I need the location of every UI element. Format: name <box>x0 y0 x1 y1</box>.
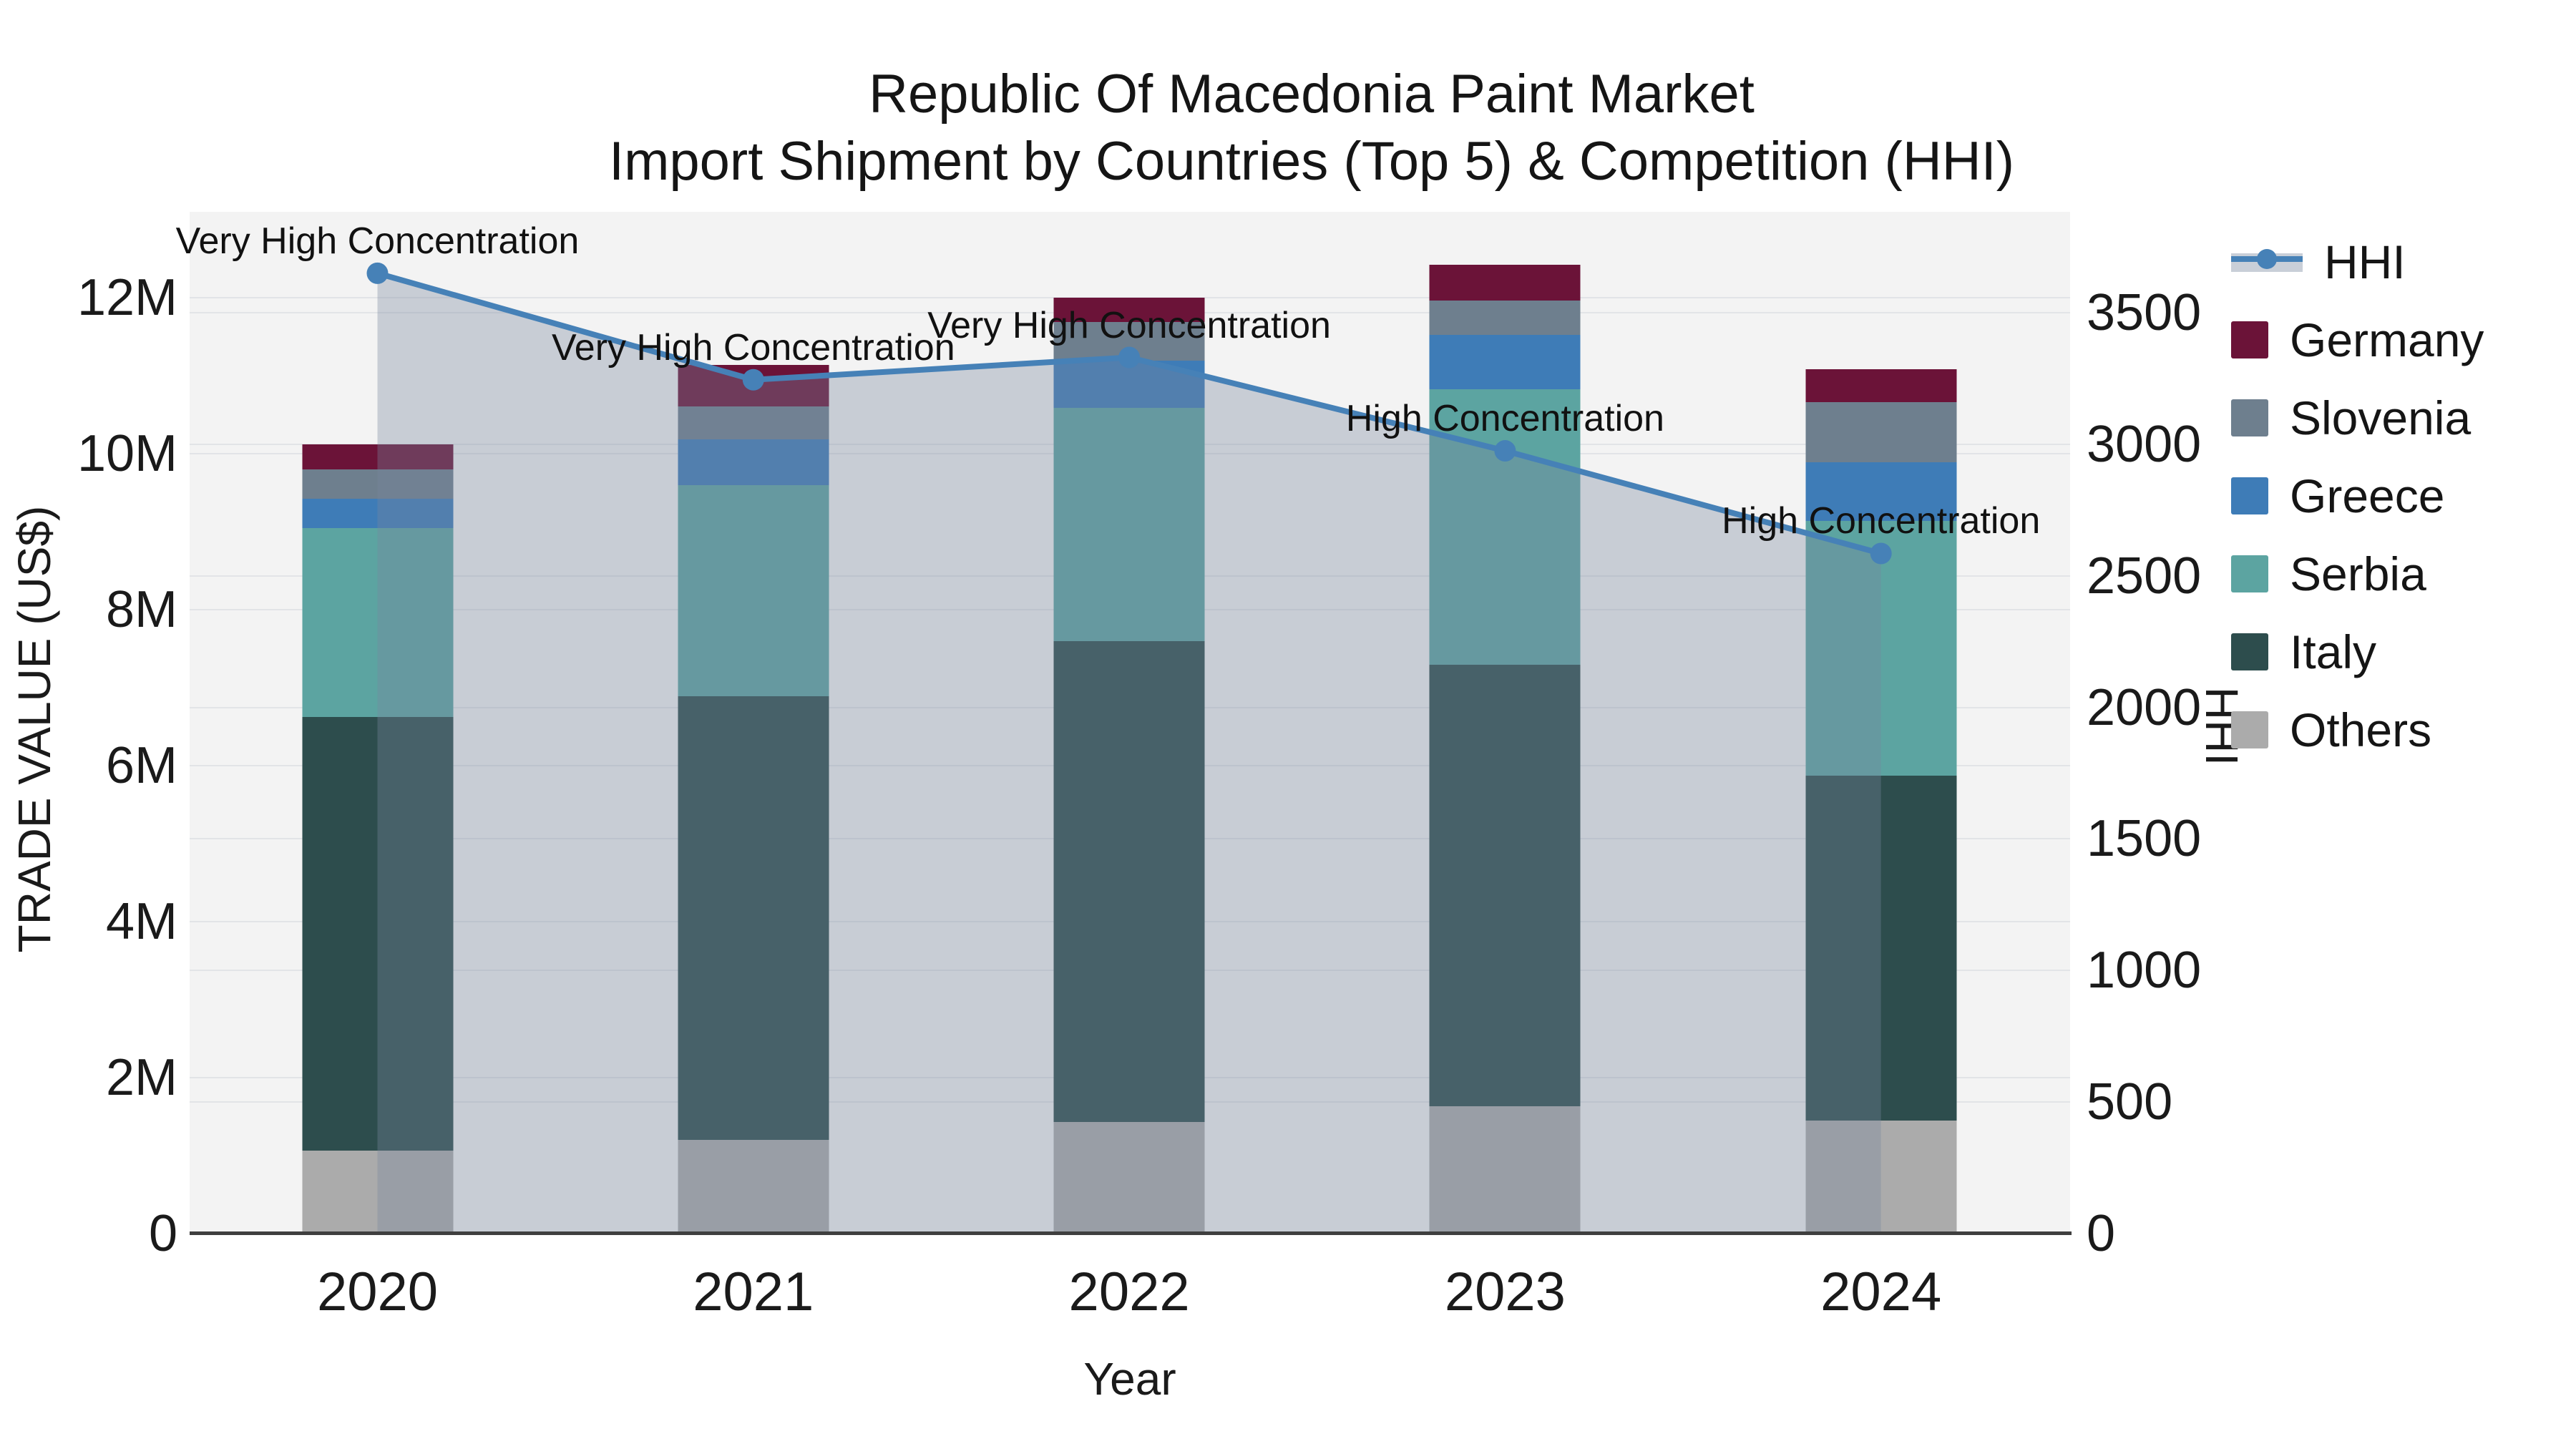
legend-swatch-others <box>2231 711 2268 748</box>
y-right-tick-500: 500 <box>2087 1073 2173 1131</box>
bar-2024-others[interactable] <box>1805 1120 1957 1234</box>
legend-swatch-slovenia <box>2231 399 2268 436</box>
y-left-tick-10M: 10M <box>77 425 177 482</box>
y-left-tick-0: 0 <box>148 1205 177 1262</box>
legend-label-serbia: Serbia <box>2290 547 2426 600</box>
bar-2023-germany[interactable] <box>1429 265 1581 301</box>
bar-2020-italy[interactable] <box>302 717 453 1151</box>
y-right-tick-3000: 3000 <box>2087 415 2202 473</box>
bar-2022-others[interactable] <box>1053 1122 1205 1234</box>
annotation-2022: Very High Concentration <box>927 304 1331 346</box>
chart-title-line2: Import Shipment by Countries (Top 5) & C… <box>608 131 2015 192</box>
annotation-2021: Very High Concentration <box>551 326 955 369</box>
legend-item-greece[interactable]: Greece <box>2231 469 2484 523</box>
bar-2021-greece[interactable] <box>678 439 829 485</box>
y-axis-left-title: TRADE VALUE (US$) <box>9 505 60 953</box>
legend-swatch-greece <box>2231 477 2268 514</box>
y-left-tick-8M: 8M <box>105 581 177 638</box>
bar-2024-slovenia[interactable] <box>1805 402 1957 462</box>
x-tick-2021: 2021 <box>693 1262 814 1322</box>
legend-label-slovenia: Slovenia <box>2290 391 2472 444</box>
legend-item-slovenia[interactable]: Slovenia <box>2231 391 2484 445</box>
bar-2023-greece[interactable] <box>1429 335 1581 389</box>
legend-swatch-germany <box>2231 321 2268 358</box>
bar-2024-italy[interactable] <box>1805 776 1957 1121</box>
bar-2024-serbia[interactable] <box>1805 520 1957 776</box>
annotation-2023: High Concentration <box>1345 398 1664 440</box>
chart-title-line1: Republic Of Macedonia Paint Market <box>869 64 1755 125</box>
hhi-line-swatch <box>2231 243 2303 280</box>
y-right-tick-2000: 2000 <box>2087 678 2202 736</box>
bar-2022-italy[interactable] <box>1053 640 1205 1123</box>
y-right-tick-3500: 3500 <box>2087 284 2202 341</box>
bar-2020-others[interactable] <box>302 1151 453 1234</box>
legend-item-others[interactable]: Others <box>2231 703 2484 757</box>
legend-item-italy[interactable]: Italy <box>2231 625 2484 679</box>
legend-swatch-serbia <box>2231 555 2268 592</box>
y-right-tick-2500: 2500 <box>2087 547 2202 605</box>
bar-2023-slovenia[interactable] <box>1429 301 1581 336</box>
hhi-marker-swatch <box>2257 249 2277 269</box>
x-tick-2023: 2023 <box>1444 1262 1566 1322</box>
y-left-tick-4M: 4M <box>105 893 177 950</box>
bar-2022-greece[interactable] <box>1053 361 1205 408</box>
x-axis-line <box>190 1231 2072 1235</box>
bar-2024-germany[interactable] <box>1805 369 1957 403</box>
y-right-tick-1500: 1500 <box>2087 810 2202 868</box>
bar-2020-greece[interactable] <box>302 499 453 528</box>
x-tick-2024: 2024 <box>1820 1262 1942 1322</box>
y-left-tick-6M: 6M <box>105 737 177 794</box>
legend-item-hhi[interactable]: HHI <box>2231 235 2484 289</box>
legend-swatch-italy <box>2231 633 2268 670</box>
chart-title: Republic Of Macedonia Paint Market Impor… <box>453 61 2170 195</box>
legend-label-italy: Italy <box>2290 625 2377 678</box>
legend-item-germany[interactable]: Germany <box>2231 313 2484 367</box>
bar-2020-serbia[interactable] <box>302 527 453 718</box>
legend-label-greece: Greece <box>2290 469 2445 522</box>
legend-label-hhi: HHI <box>2324 235 2406 288</box>
legend-label-others: Others <box>2290 703 2432 756</box>
bar-2021-serbia[interactable] <box>678 484 829 696</box>
bar-2021-slovenia[interactable] <box>678 406 829 440</box>
bar-2020-slovenia[interactable] <box>302 469 453 499</box>
legend-label-germany: Germany <box>2290 313 2484 366</box>
bar-2023-others[interactable] <box>1429 1106 1581 1234</box>
y-right-tick-0: 0 <box>2087 1205 2116 1262</box>
y-right-tick-1000: 1000 <box>2087 942 2202 1000</box>
legend: HHI Germany Slovenia Greece Serbia Italy Other… <box>2231 235 2484 757</box>
legend-item-serbia[interactable]: Serbia <box>2231 547 2484 601</box>
y-left-tick-2M: 2M <box>105 1049 177 1106</box>
x-axis-title: Year <box>1083 1353 1176 1405</box>
bar-2022-serbia[interactable] <box>1053 407 1205 641</box>
bar-2021-germany[interactable] <box>678 364 829 406</box>
bar-2023-italy[interactable] <box>1429 665 1581 1107</box>
bar-2021-others[interactable] <box>678 1140 829 1234</box>
annotation-2024: High Concentration <box>1722 500 2041 542</box>
bar-2020-germany[interactable] <box>302 444 453 469</box>
x-tick-2022: 2022 <box>1068 1262 1190 1322</box>
y-left-tick-12M: 12M <box>77 269 177 326</box>
annotation-2020: Very High Concentration <box>175 220 580 262</box>
x-tick-2020: 2020 <box>316 1262 439 1322</box>
bar-2021-italy[interactable] <box>678 696 829 1141</box>
